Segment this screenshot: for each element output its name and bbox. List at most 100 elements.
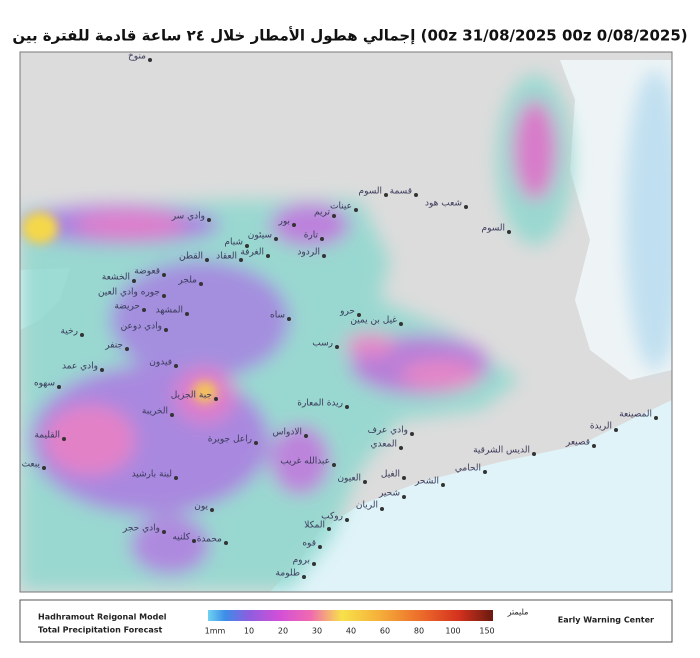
place-dot — [214, 397, 218, 401]
place-label: فيدون — [149, 358, 172, 368]
place-dot — [185, 312, 189, 316]
place-dot — [245, 244, 249, 248]
place-label: الريدة — [590, 422, 612, 432]
place-dot — [100, 368, 104, 372]
place-label: وادي دوعن — [121, 322, 162, 332]
place-dot — [254, 441, 258, 445]
place-label: جنفر — [104, 341, 123, 351]
place-label: يبعث — [22, 460, 41, 470]
place-label: غيل بن يمين — [350, 316, 397, 326]
place-label: كلنيه — [172, 533, 190, 543]
place-dot — [322, 254, 326, 258]
place-dot — [384, 193, 388, 197]
place-dot — [345, 405, 349, 409]
place-dot — [327, 527, 331, 531]
place-label: الريان — [356, 501, 378, 511]
place-dot — [614, 428, 618, 432]
place-label: وادي عمد — [62, 362, 98, 372]
place-label: تارة — [304, 231, 319, 241]
place-dot — [318, 545, 322, 549]
sea — [270, 400, 672, 592]
place-dot — [399, 322, 403, 326]
place-label: وادي سر — [171, 212, 205, 222]
title: إجمالي هطول الأمطار خلال ٢٤ ساعة قادمة ل… — [12, 27, 687, 45]
place-label: رسب — [312, 339, 333, 349]
place-label: قعوضة — [134, 267, 160, 277]
place-dot — [654, 416, 658, 420]
place-dot — [239, 258, 243, 262]
place-dot — [354, 208, 358, 212]
place-dot — [174, 364, 178, 368]
colorbar-tick-label: 150 — [479, 627, 494, 636]
place-label: الغرفة — [240, 248, 264, 258]
colorbar-tick-label: 1mm — [205, 627, 226, 636]
place-dot — [483, 470, 487, 474]
place-label: جوره وادي العين — [98, 288, 160, 298]
place-dot — [142, 308, 146, 312]
place-label: طلومة — [276, 569, 300, 579]
colorbar-ticks: 1mm 10 20 30 40 60 80 100 150 — [205, 627, 495, 636]
place-dot — [174, 476, 178, 480]
place-label: المشهد — [156, 306, 183, 316]
colorbar-tick-label: 20 — [278, 627, 288, 636]
place-label: منوخ — [128, 52, 146, 62]
place-dot — [42, 466, 46, 470]
place-dot — [274, 237, 278, 241]
place-dot — [162, 294, 166, 298]
place-label: شبام — [224, 238, 243, 248]
colorbar-tick-label: 30 — [312, 627, 322, 636]
place-label: محمدة — [197, 535, 222, 545]
place-label: الديس الشرقية — [473, 446, 530, 456]
map-frame — [19, 51, 673, 593]
place-label: القطن — [179, 252, 203, 262]
place-label: ريدة المعارة — [297, 399, 343, 409]
place-dot — [507, 230, 511, 234]
place-label: عينات — [330, 202, 352, 212]
model-name: Hadhramout Reigonal Model — [38, 613, 167, 622]
place-dot — [332, 463, 336, 467]
place-label: المصينعة — [619, 410, 652, 420]
place-dot — [148, 58, 152, 62]
place-dot — [266, 254, 270, 258]
place-dot — [304, 434, 308, 438]
place-dot — [410, 432, 414, 436]
place-label: شعب هود — [425, 199, 462, 209]
place-dot — [207, 218, 211, 222]
place-label: سيئون — [248, 231, 272, 241]
place-dot — [199, 282, 203, 286]
place-label: يون — [194, 502, 208, 512]
place-label: بور — [277, 217, 290, 227]
colorbar — [208, 610, 493, 621]
place-label: السوم — [482, 224, 506, 234]
center-name: Early Warning Center — [558, 616, 654, 625]
place-label: الحامي — [455, 464, 481, 474]
colorbar-tick-label: 80 — [414, 627, 424, 636]
place-dot — [132, 279, 136, 283]
place-label: القليمة — [34, 431, 60, 441]
place-dot — [441, 483, 445, 487]
place-dot — [162, 530, 166, 534]
place-dot — [335, 345, 339, 349]
place-label: عبدالله غريب — [280, 457, 330, 467]
place-label: قسمة — [390, 187, 412, 197]
legend: Hadhramout Reigonal Model Total Precipit… — [19, 599, 673, 643]
place-dot — [363, 480, 367, 484]
place-label: روكب — [321, 512, 343, 522]
product-name: Total Precipitation Forecast — [38, 626, 163, 635]
colorbar-tick-label: 100 — [445, 627, 460, 636]
place-label: تريم — [314, 208, 330, 218]
precipitation — [20, 70, 672, 590]
place-dot — [402, 476, 406, 480]
place-dot — [164, 328, 168, 332]
place-label: الشحر — [414, 477, 439, 487]
place-dot — [162, 273, 166, 277]
place-label: حرو — [339, 307, 355, 317]
place-dot — [62, 437, 66, 441]
place-label: وادي حجر — [122, 524, 160, 534]
place-dot — [357, 313, 361, 317]
precip-peaks — [22, 212, 217, 403]
place-label: العقاد — [216, 252, 237, 262]
